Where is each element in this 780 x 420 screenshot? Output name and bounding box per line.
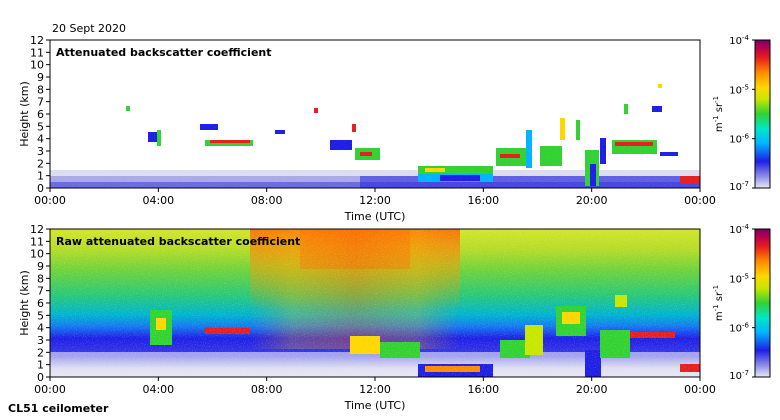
y-tick-label: 1 [37, 359, 44, 372]
x-tick-label: 16:00 [467, 383, 499, 396]
panel-attenuated-backscatter: Attenuated backscatter coefficient 01234… [18, 34, 771, 223]
y-tick-label: 11 [30, 46, 44, 59]
date-label: 20 Sept 2020 [52, 22, 126, 35]
y-axis-label: Height (km) [18, 81, 31, 147]
heatmap-plot-area [50, 229, 700, 377]
x-tick-label: 20:00 [576, 383, 608, 396]
y-tick-label: 8 [37, 272, 44, 285]
y-axis-label: Height (km) [18, 270, 31, 336]
y-tick-label: 1 [37, 170, 44, 183]
y-tick-label: 5 [37, 309, 44, 322]
panel-title: Raw attenuated backscatter coefficient [56, 235, 300, 248]
x-tick-label: 12:00 [359, 383, 391, 396]
colorbar-gradient [754, 39, 771, 189]
y-tick-label: 0 [37, 182, 44, 195]
colorbar-tick-label: 10-6 [729, 322, 749, 335]
x-tick-label: 16:00 [467, 194, 499, 207]
colorbar-tick-label: 10-5 [729, 272, 749, 285]
x-axis-label: Time (UTC) [344, 399, 406, 412]
y-tick-label: 6 [37, 297, 44, 310]
x-axis: 00:00 04:00 08:00 12:00 16:00 20:00 00:00 [34, 188, 716, 207]
y-tick-label: 11 [30, 235, 44, 248]
colorbar-label: m-1 sr-1 [712, 285, 725, 321]
colorbar-ticks: 10-4 10-5 10-6 10-7 [729, 223, 755, 382]
x-tick-label: 00:00 [684, 383, 716, 396]
x-axis: 00:00 04:00 08:00 12:00 16:00 20:00 00:00 [34, 377, 716, 396]
colorbar: 10-4 10-5 10-6 10-7 m-1 sr-1 [712, 34, 771, 193]
colorbar-tick-label: 10-6 [729, 133, 749, 146]
y-tick-label: 7 [37, 285, 44, 298]
colorbar-gradient [754, 228, 771, 378]
y-tick-label: 4 [37, 322, 44, 335]
colorbar-label: m-1 sr-1 [712, 96, 725, 132]
x-axis-label: Time (UTC) [344, 210, 406, 223]
y-tick-label: 9 [37, 71, 44, 84]
noise-overlay [50, 229, 700, 377]
y-tick-label: 10 [30, 248, 44, 261]
y-tick-label: 0 [37, 371, 44, 384]
y-tick-label: 6 [37, 108, 44, 121]
y-tick-label: 10 [30, 59, 44, 72]
x-tick-label: 12:00 [359, 194, 391, 207]
colorbar-tick-label: 10-4 [729, 223, 749, 236]
y-tick-label: 3 [37, 334, 44, 347]
x-tick-label: 00:00 [34, 194, 66, 207]
panel-raw-backscatter: Raw attenuated backscatter coefficient 0… [18, 223, 771, 412]
y-tick-label: 4 [37, 133, 44, 146]
colorbar: 10-4 10-5 10-6 10-7 m-1 sr-1 [712, 223, 771, 382]
y-tick-label: 12 [30, 34, 44, 47]
x-tick-label: 08:00 [251, 383, 283, 396]
y-tick-label: 12 [30, 223, 44, 236]
y-tick-label: 7 [37, 96, 44, 109]
heatmap-plot-area [50, 40, 700, 188]
x-tick-label: 00:00 [684, 194, 716, 207]
y-tick-label: 5 [37, 120, 44, 133]
colorbar-tick-label: 10-7 [729, 369, 749, 382]
y-tick-label: 2 [37, 157, 44, 170]
x-tick-label: 00:00 [34, 383, 66, 396]
noise-overlay [50, 40, 700, 188]
colorbar-tick-label: 10-5 [729, 83, 749, 96]
x-tick-label: 20:00 [576, 194, 608, 207]
colorbar-tick-label: 10-4 [729, 34, 749, 47]
panel-title: Attenuated backscatter coefficient [56, 46, 272, 59]
x-tick-label: 04:00 [142, 194, 174, 207]
x-tick-label: 04:00 [142, 383, 174, 396]
y-tick-label: 8 [37, 83, 44, 96]
y-tick-label: 3 [37, 145, 44, 158]
instrument-label: CL51 ceilometer [8, 402, 109, 415]
colorbar-tick-label: 10-7 [729, 180, 749, 193]
x-tick-label: 08:00 [251, 194, 283, 207]
y-tick-label: 9 [37, 260, 44, 273]
y-tick-label: 2 [37, 346, 44, 359]
colorbar-ticks: 10-4 10-5 10-6 10-7 [729, 34, 755, 193]
